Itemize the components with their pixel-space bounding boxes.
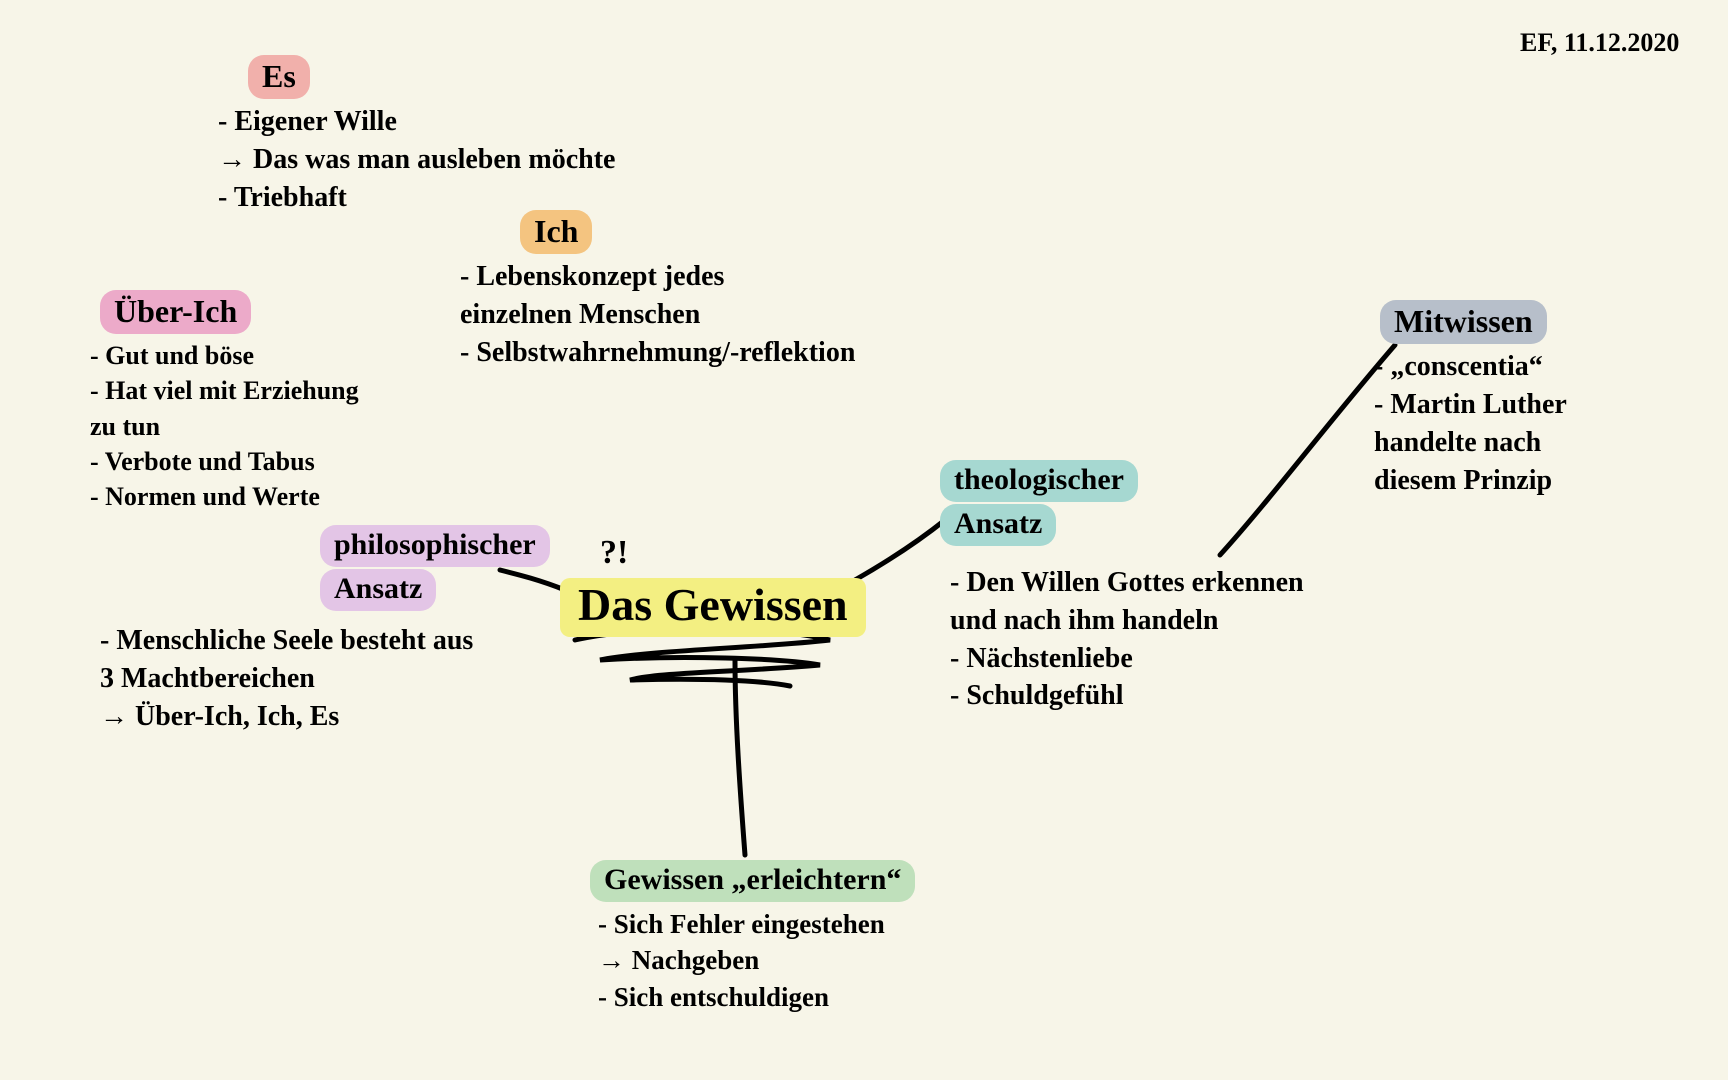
- node-ich-title: Ich: [520, 210, 592, 254]
- center-annotation: ?!: [600, 534, 628, 572]
- node-es-bullets: - Eigener Wille→ Das was man ausleben mö…: [218, 103, 615, 216]
- node-philo-title2: Ansatz: [320, 569, 436, 611]
- node-es-title: Es: [248, 55, 310, 99]
- node-ueber-ich-title: Über-Ich: [100, 290, 251, 334]
- node-philo-title: philosophischer: [320, 525, 550, 567]
- node-philosophischer-ansatz: philosophischer Ansatz: [320, 525, 550, 611]
- node-ueber-ich-bullets: - Gut und böse- Hat viel mit Erziehung z…: [90, 338, 359, 513]
- node-erleichtern-title: Gewissen „erleichtern“: [590, 860, 915, 902]
- node-philo-bullets: - Menschliche Seele besteht aus 3 Machtb…: [100, 618, 473, 735]
- center-node: ?! Das Gewissen: [560, 578, 866, 637]
- node-ich-bullets: - Lebenskonzept jedes einzelnen Menschen…: [460, 258, 855, 371]
- node-erleichtern: Gewissen „erleichtern“ - Sich Fehler ein…: [590, 860, 915, 1015]
- date-label: EF, 11.12.2020: [1520, 28, 1679, 58]
- node-es: Es - Eigener Wille→ Das was man ausleben…: [248, 55, 615, 217]
- center-underline-scribble: [575, 629, 830, 686]
- node-mitwissen: Mitwissen - „conscentia“- Martin Luther …: [1380, 300, 1567, 500]
- node-theologischer-ansatz: theologischer Ansatz: [940, 460, 1138, 546]
- center-title-text: Das Gewissen: [560, 578, 866, 637]
- node-theo-title: theologischer: [940, 460, 1138, 502]
- edge: [855, 520, 945, 580]
- node-ich: Ich - Lebenskonzept jedes einzelnen Mens…: [520, 210, 855, 372]
- node-ueber-ich: Über-Ich - Gut und böse- Hat viel mit Er…: [100, 290, 359, 514]
- edge: [735, 660, 745, 855]
- node-theo-bullets: - Den Willen Gottes erkennen und nach ih…: [950, 560, 1304, 715]
- node-erleichtern-bullets: - Sich Fehler eingestehen→ Nachgeben- Si…: [598, 906, 915, 1015]
- edge: [1220, 345, 1395, 555]
- node-theo-title2: Ansatz: [940, 504, 1056, 546]
- node-mitwissen-bullets: - „conscentia“- Martin Luther handelte n…: [1374, 348, 1567, 499]
- node-mitwissen-title: Mitwissen: [1380, 300, 1547, 344]
